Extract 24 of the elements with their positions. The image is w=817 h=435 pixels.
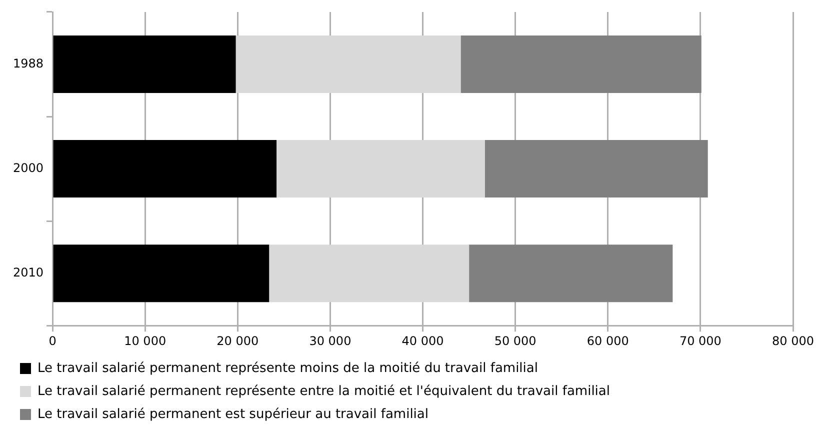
- bar: [53, 36, 236, 94]
- x-tick-label: 60 000: [586, 334, 629, 348]
- bar: [460, 36, 702, 94]
- bar: [484, 140, 708, 198]
- y-tick-label: 2000: [12, 160, 44, 175]
- x-tick-label: 50 000: [494, 334, 536, 348]
- bar: [269, 244, 470, 302]
- y-tick-label: 2010: [12, 265, 44, 280]
- bar: [53, 140, 277, 198]
- x-tick-label: 40 000: [402, 334, 444, 348]
- bar: [469, 244, 673, 302]
- bar: [53, 244, 270, 302]
- bar: [276, 140, 485, 198]
- x-tick-label: 30 000: [309, 334, 352, 348]
- x-tick-label: 70 000: [679, 334, 722, 348]
- x-tick-label: 0: [48, 334, 56, 348]
- legend-label: Le travail salarié permanent représente moins de la moitié du travail familial: [38, 360, 538, 376]
- x-tick-label: 10 000: [124, 334, 166, 348]
- x-tick-label: 80 000: [772, 334, 814, 348]
- x-tick-label: 20 000: [216, 334, 259, 348]
- legend-label: Le travail salarié permanent est supérieur au travail familial: [38, 406, 428, 422]
- bar: [236, 36, 461, 94]
- y-tick-label: 1988: [12, 56, 44, 70]
- legend-label: Le travail salarié permanent représente entre la moitié et l'équivalent du travail familial: [38, 384, 610, 399]
